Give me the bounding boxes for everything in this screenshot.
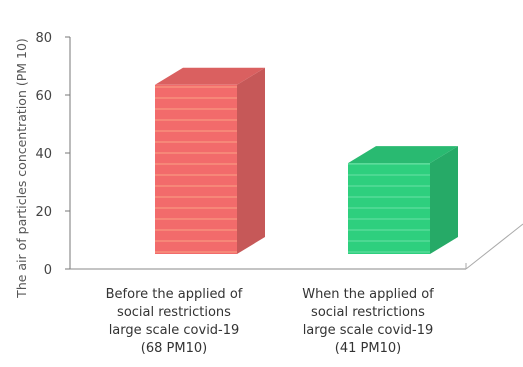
category-label-line: (68 PM10) bbox=[140, 341, 208, 356]
bar-before bbox=[155, 67, 265, 254]
bar-top-face bbox=[348, 146, 458, 164]
bar-side-face bbox=[430, 146, 458, 254]
category-label-line: social restrictions bbox=[117, 305, 231, 320]
category-label-when: When the applied of social restrictions … bbox=[268, 286, 468, 358]
bar-stripes bbox=[155, 84, 237, 254]
category-label-line: When the applied of bbox=[302, 287, 434, 302]
bar-top-face bbox=[155, 67, 265, 85]
category-label-before: Before the applied of social restriction… bbox=[74, 286, 274, 358]
category-label-line: (41 PM10) bbox=[334, 341, 402, 356]
category-label-line: large scale covid-19 bbox=[302, 323, 434, 338]
y-tick-label: 0 bbox=[44, 263, 52, 278]
y-tick-label: 20 bbox=[35, 205, 52, 220]
y-tick-label: 60 bbox=[35, 89, 52, 104]
category-label-line: Before the applied of bbox=[105, 287, 243, 302]
bar-side-face bbox=[237, 67, 265, 254]
y-axis-label: The air of particles concentration (PM 1… bbox=[14, 38, 29, 299]
floor-edge-line bbox=[465, 223, 523, 270]
y-tick-label: 40 bbox=[35, 147, 52, 162]
category-label-line: social restrictions bbox=[311, 305, 425, 320]
y-tick-label: 80 bbox=[35, 31, 52, 46]
bar-when bbox=[348, 146, 458, 254]
bar-stripes bbox=[348, 163, 430, 254]
category-label-line: large scale covid-19 bbox=[108, 323, 240, 338]
